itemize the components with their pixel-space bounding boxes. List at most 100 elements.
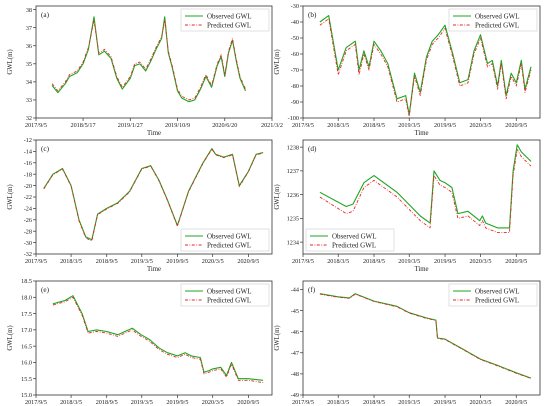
x-tick-label: 2017/9/5 bbox=[292, 399, 314, 406]
y-axis-label: GWL(m) bbox=[7, 184, 14, 209]
x-tick-label: 2019/9/5 bbox=[434, 122, 456, 129]
panel-label: (f) bbox=[308, 286, 316, 294]
x-tick-label: 2020/9/5 bbox=[505, 122, 527, 129]
plot-frame bbox=[35, 280, 273, 396]
y-axis-label: GWL(m) bbox=[274, 184, 281, 209]
y-tick-label: -49 bbox=[291, 392, 299, 399]
plot-frame bbox=[302, 5, 541, 119]
x-tick-label: 2020/3/5 bbox=[202, 258, 224, 265]
x-axis-label: Time bbox=[414, 266, 428, 273]
series-line-observed bbox=[52, 295, 264, 381]
y-tick-label: -45 bbox=[291, 308, 299, 315]
x-tick-label: 2018/3/5 bbox=[60, 258, 82, 265]
y-axis-label: GWL(m) bbox=[274, 49, 281, 74]
panel-c: -32 -30 -28 -26 -24 -22 -20 -18 -16 -14 -12 2017/9/… bbox=[7, 137, 273, 273]
legend-box bbox=[448, 8, 538, 32]
x-axis-label: Time bbox=[414, 130, 428, 137]
x-tick-label: 2018/9/5 bbox=[96, 258, 118, 265]
series-line-predicted bbox=[52, 296, 264, 384]
x-tick-label: 2018/5/17 bbox=[70, 122, 95, 129]
y-tick-label: 17.5 bbox=[21, 311, 32, 318]
x-tick-label: 2019/9/5 bbox=[166, 399, 188, 406]
x-axis-label: Time bbox=[147, 130, 161, 137]
y-tick-label: -16 bbox=[24, 160, 32, 167]
legend-label-predicted: Predicted GWL bbox=[207, 241, 251, 249]
y-tick-label: -47 bbox=[291, 350, 299, 357]
y-tick-label: 33 bbox=[26, 97, 32, 104]
y-tick-label: -20 bbox=[24, 183, 32, 190]
panel-label: (b) bbox=[308, 11, 317, 19]
y-tick-label: 16.0 bbox=[21, 360, 32, 367]
x-tick-label: 2019/9/5 bbox=[434, 258, 456, 265]
panel-label: (c) bbox=[41, 145, 50, 153]
legend-label-predicted: Predicted GWL bbox=[475, 296, 519, 304]
y-tick-label: -32 bbox=[24, 251, 32, 258]
series-line-observed bbox=[43, 148, 264, 241]
panel-b: -100 -90 -80 -70 -60 -50 -40 -30 2017/9/5 2018/3/… bbox=[274, 3, 541, 137]
y-tick-label: 15.5 bbox=[21, 376, 32, 383]
x-tick-label: 2019/3/5 bbox=[398, 258, 420, 265]
x-tick-label: 2017/9/5 bbox=[25, 122, 47, 129]
x-tick-label: 2020/3/5 bbox=[469, 399, 491, 406]
panel-d: 1234 1235 1236 1237 1238 2017/9/5 2018/3/5 2018… bbox=[274, 139, 541, 273]
series-line-predicted bbox=[319, 18, 532, 117]
x-tick-label: 2019/3/5 bbox=[131, 399, 153, 406]
x-tick-label: 2018/3/5 bbox=[327, 122, 349, 129]
x-tick-label: 2020/3/5 bbox=[202, 399, 224, 406]
y-tick-label: 17.0 bbox=[21, 327, 32, 334]
x-tick-label: 2017/9/5 bbox=[25, 258, 47, 265]
y-tick-label: 1238 bbox=[287, 144, 299, 151]
series-line-observed bbox=[319, 144, 532, 229]
x-tick-label: 2018/9/5 bbox=[363, 258, 385, 265]
panel-e: 15.0 15.5 16.0 16.5 17.0 17.5 18.0 18.5 2017/9/5… bbox=[7, 278, 273, 406]
y-tick-label: -14 bbox=[24, 149, 32, 156]
legend-label-predicted: Predicted GWL bbox=[207, 296, 251, 304]
y-tick-label: -100 bbox=[288, 115, 299, 122]
x-tick-label: 2020/9/5 bbox=[505, 399, 527, 406]
x-tick-label: 2019/3/5 bbox=[398, 399, 420, 406]
panel-a: 32 33 34 35 36 37 38 2017/9/5 2018/5/17 2019/1/27… bbox=[7, 5, 283, 137]
legend-box bbox=[180, 283, 270, 307]
y-tick-label: 1236 bbox=[287, 192, 299, 199]
series-line-predicted bbox=[319, 149, 532, 234]
y-tick-label: 18.5 bbox=[21, 278, 32, 285]
plot-frame bbox=[35, 5, 273, 119]
y-tick-label: -50 bbox=[291, 35, 299, 42]
y-tick-label: -46 bbox=[291, 329, 299, 336]
x-tick-label: 2018/3/5 bbox=[327, 258, 349, 265]
legend-label-predicted: Predicted GWL bbox=[475, 21, 519, 29]
y-tick-label: 32 bbox=[26, 115, 32, 122]
y-tick-label: 18.0 bbox=[21, 294, 32, 301]
x-tick-label: 2017/9/5 bbox=[25, 399, 47, 406]
y-tick-label: 37 bbox=[26, 25, 32, 32]
y-axis-label: GWL(m) bbox=[274, 325, 281, 350]
panel-label: (e) bbox=[41, 286, 50, 294]
series-line-predicted bbox=[43, 148, 264, 242]
legend-label-observed: Observed GWL bbox=[475, 12, 520, 20]
series-line-predicted bbox=[319, 293, 532, 379]
x-axis-label: Time bbox=[147, 266, 161, 273]
y-tick-label: -44 bbox=[291, 287, 299, 294]
y-tick-label: -22 bbox=[24, 194, 32, 201]
y-tick-label: -80 bbox=[291, 83, 299, 90]
series-line-predicted bbox=[51, 20, 246, 101]
y-tick-label: -26 bbox=[24, 217, 32, 224]
panel-label: (d) bbox=[308, 145, 317, 153]
x-tick-label: 2018/3/5 bbox=[327, 399, 349, 406]
y-tick-label: -40 bbox=[291, 19, 299, 26]
x-tick-label: 2021/3/2 bbox=[261, 122, 283, 129]
x-tick-label: 2020/9/5 bbox=[505, 258, 527, 265]
x-tick-label: 2019/3/5 bbox=[398, 122, 420, 129]
x-tick-label: 2018/3/5 bbox=[60, 399, 82, 406]
legend-box bbox=[180, 228, 270, 252]
y-tick-label: -70 bbox=[291, 67, 299, 74]
legend-label-observed: Observed GWL bbox=[207, 232, 252, 240]
y-tick-label: 36 bbox=[26, 43, 32, 50]
y-tick-label: 1234 bbox=[287, 239, 299, 246]
